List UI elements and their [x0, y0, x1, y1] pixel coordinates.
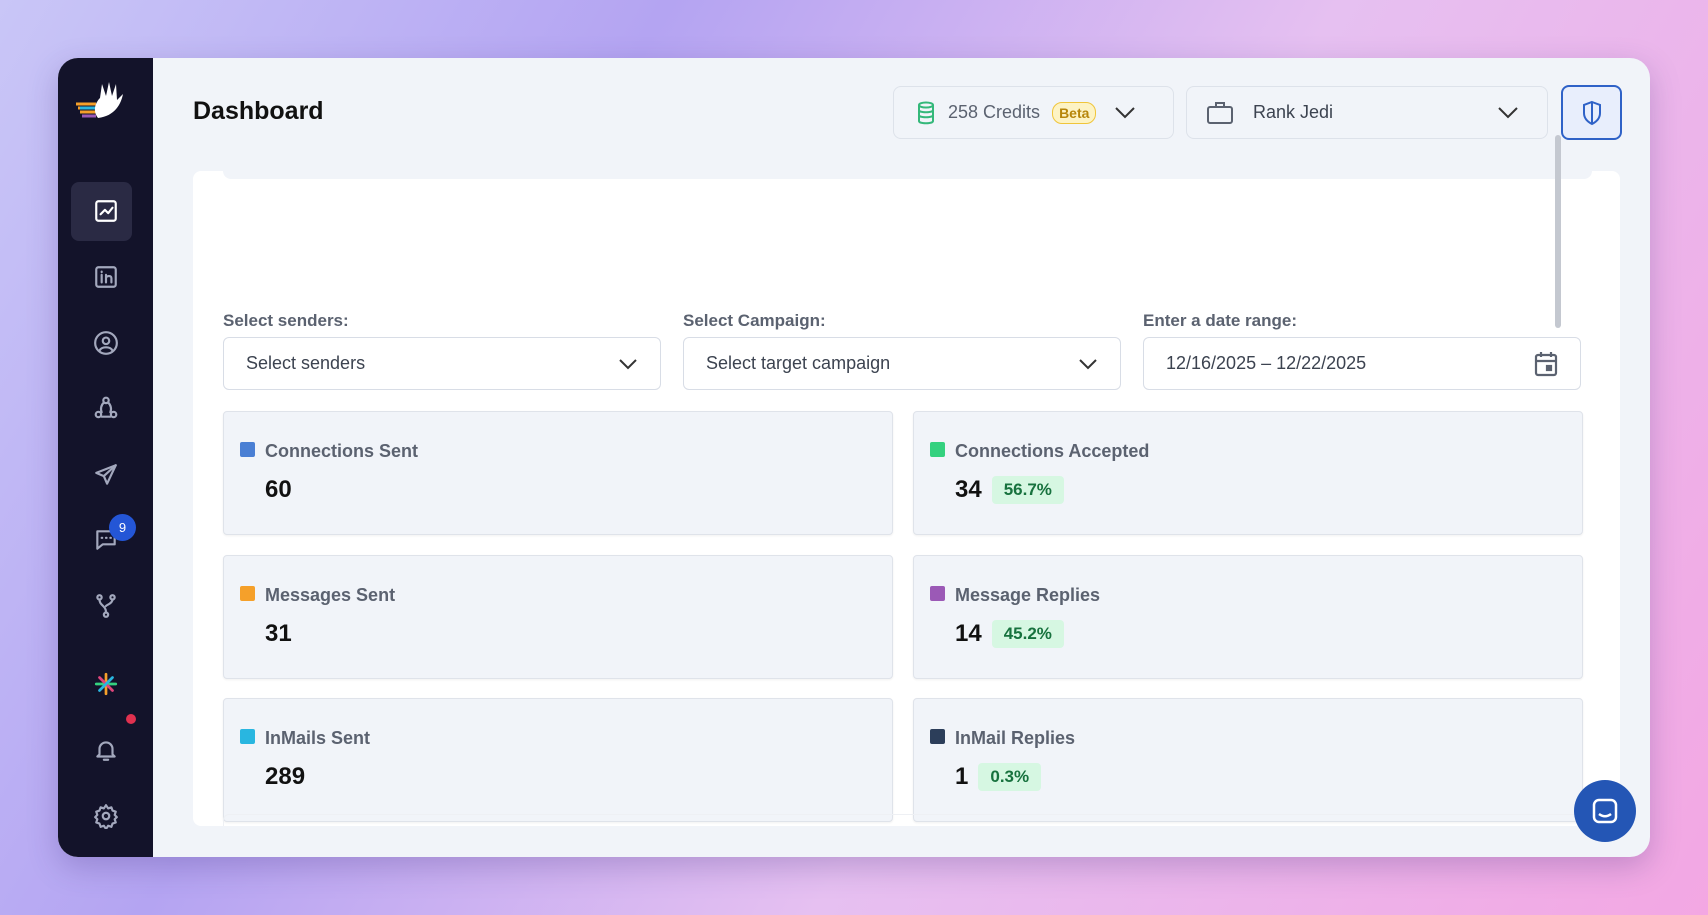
stat-name: Message Replies — [955, 584, 1101, 605]
notification-badge: 9 — [109, 514, 136, 541]
stat-card: Connections Accepted 34 56.7% — [913, 411, 1583, 535]
alert-dot — [126, 714, 136, 724]
nav-campaigns[interactable] — [93, 462, 119, 488]
logo — [76, 82, 123, 118]
stat-percent: 56.7% — [991, 476, 1064, 504]
stat-value: 31 — [265, 619, 292, 647]
stat-card: Connections Sent 60 — [223, 411, 893, 535]
nav-integrations[interactable] — [93, 593, 119, 619]
filter-value: Select senders — [246, 353, 366, 373]
shield-button[interactable] — [1561, 85, 1622, 140]
stat-value: 34 — [955, 476, 982, 503]
filter-label: Select Campaign: — [683, 311, 826, 330]
nav-linkedin[interactable] — [93, 264, 119, 290]
filter-label: Select senders: — [223, 311, 349, 330]
stat-value: 60 — [265, 476, 292, 503]
app-window: 9 Dashboard 258 Credits Beta Rank Jedi S… — [58, 58, 1650, 857]
stat-value: 1 — [955, 763, 969, 790]
stat-value: 14 — [955, 619, 982, 647]
filter-input[interactable]: Select target campaign — [683, 337, 1121, 390]
sidebar: 9 — [58, 58, 153, 857]
chevron — [619, 358, 637, 369]
workspace-name: Rank Jedi — [1253, 102, 1334, 122]
chat-icon — [1592, 798, 1618, 824]
stat-color — [930, 585, 945, 601]
stat-color — [930, 442, 945, 457]
filter-value: 12/16/2025 – 12/22/2025 — [1166, 353, 1367, 373]
divider — [223, 171, 1592, 179]
filter-value: Select target campaign — [706, 353, 891, 373]
nav-analytics[interactable] — [93, 198, 119, 224]
content-card: Select senders: Select senders Select Camp… — [193, 171, 1620, 826]
filter-label: Enter a date range: — [1143, 311, 1297, 330]
filter-input[interactable]: 12/16/2025 – 12/22/2025 — [1143, 337, 1581, 390]
chevron — [1079, 358, 1097, 369]
stat-color — [930, 729, 945, 744]
next-section — [223, 814, 1583, 826]
shield-icon — [1582, 100, 1601, 125]
stat-name: Connections Accepted — [955, 441, 1150, 461]
stat-card: Messages Sent 31 — [223, 554, 893, 679]
nav-profile[interactable] — [93, 330, 119, 356]
chevron — [1115, 106, 1136, 118]
active-nav[interactable] — [71, 182, 132, 241]
stat-value: 289 — [265, 763, 306, 790]
stat-name: Messages Sent — [265, 584, 396, 605]
stat-percent: 45.2% — [991, 619, 1064, 648]
stat-name: InMails Sent — [265, 728, 371, 748]
workspace-icon — [1207, 101, 1233, 124]
stat-card: Message Replies 14 45.2% — [913, 554, 1583, 679]
credits-text: 258 Credits — [948, 102, 1041, 122]
nav-settings[interactable] — [93, 803, 119, 829]
stat-name: Connections Sent — [265, 441, 419, 461]
stat-card: InMail Replies 1 0.3% — [913, 698, 1583, 822]
stat-color — [240, 729, 255, 744]
chat-button[interactable] — [1574, 780, 1636, 842]
filter-input[interactable]: Select senders — [223, 337, 661, 390]
stat-percent: 0.3% — [978, 763, 1042, 791]
calendar-icon — [1534, 351, 1558, 376]
credits-dropdown[interactable]: 258 Credits Beta — [893, 86, 1174, 139]
nav-network[interactable] — [93, 395, 119, 421]
stat-color — [240, 442, 255, 457]
chevron — [1498, 106, 1518, 118]
page-title: Dashboard — [193, 97, 324, 125]
beta-badge: Beta — [1052, 101, 1097, 124]
workspace-dropdown[interactable]: Rank Jedi — [1186, 86, 1548, 139]
stat-card: InMails Sent 289 — [223, 698, 893, 822]
stat-color — [240, 585, 255, 601]
credits-icon — [918, 101, 934, 124]
nav-notifications[interactable] — [93, 737, 119, 763]
nav-ai[interactable] — [93, 671, 119, 697]
scrollbar — [1555, 135, 1561, 328]
stat-name: InMail Replies — [955, 728, 1076, 748]
